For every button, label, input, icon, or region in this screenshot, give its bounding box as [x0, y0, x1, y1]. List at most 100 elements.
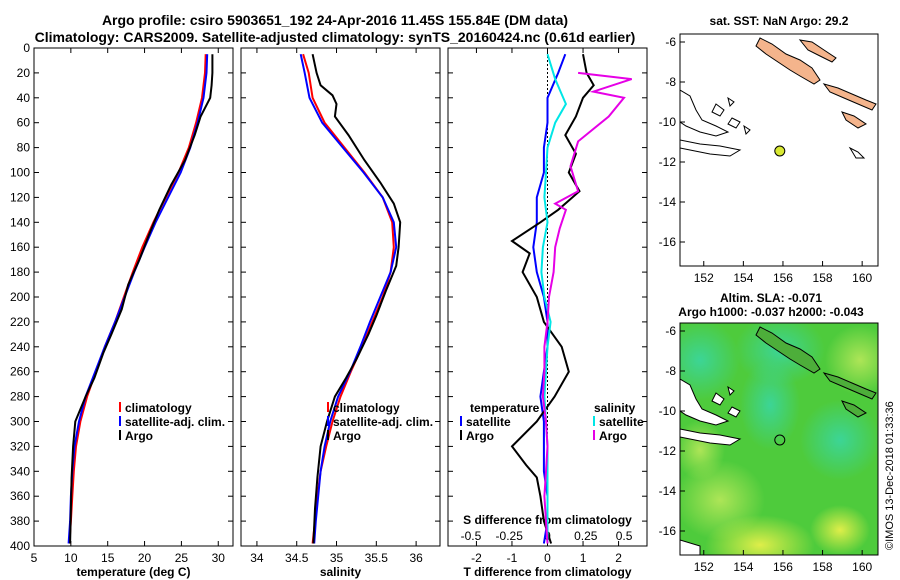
sst-map-land [680, 37, 877, 159]
argo-position-marker [774, 145, 786, 157]
y-tick-label: 180 [10, 265, 30, 279]
y-tick-label: 280 [10, 390, 30, 404]
s-tick-label: 0.5 [616, 529, 633, 543]
y-tick-label: 140 [10, 215, 30, 229]
map-y-tick-label: -16 [659, 524, 677, 538]
series-line [541, 71, 633, 544]
legend-label: climatology [333, 401, 400, 415]
y-tick-label: 360 [10, 489, 30, 503]
sst-map-title: sat. SST: NaN Argo: 29.2 [710, 14, 849, 28]
map-x-tick-label: 158 [813, 560, 833, 574]
sst-map: sat. SST: NaN Argo: 29.2 152 154 156 158 160… [659, 14, 879, 285]
map-x-tick-label: 158 [813, 271, 833, 285]
plot-frame [33, 47, 234, 547]
y-tick-label: 240 [10, 340, 30, 354]
map-y-tick-label: -8 [665, 75, 676, 89]
sla-map-frame [679, 322, 879, 556]
y-tick-label: 300 [10, 415, 30, 429]
x-tick-label: 2 [615, 551, 622, 565]
profile-charts: 0204060801001201401601802002202402602803… [10, 41, 648, 579]
s-tick-label: -0.5 [461, 529, 482, 543]
y-tick-label: 160 [10, 240, 30, 254]
s-tick-label: -0.25 [496, 529, 524, 543]
y-tick-label: 340 [10, 464, 30, 478]
y-tick-label: 400 [10, 539, 30, 553]
y-tick-label: 100 [10, 166, 30, 180]
map-y-tick-label: -14 [659, 195, 677, 209]
x-tick-label: 25 [175, 551, 189, 565]
y-tick-label: 320 [10, 439, 30, 453]
x-axis-label: T difference from climatology [463, 565, 631, 579]
x-tick-label: 20 [138, 551, 152, 565]
chart-temperature: 0 20 40 60 80 100 120 140 160 180 200 220 240 260 280 3… [10, 41, 234, 579]
sst-map-ticks: 152 154 156 158 160 -6 -8 -10 -12 -14 -16 [659, 35, 873, 285]
legend-label: satellite-adj. clim. [333, 415, 433, 429]
x-axis-label: salinity [320, 565, 362, 579]
map-x-tick-label: 160 [852, 560, 872, 574]
y-tick-label: 40 [17, 91, 31, 105]
map-y-tick-label: -6 [665, 35, 676, 49]
chart-title-line2: Climatology: CARS2009. Satellite-adjuste… [34, 29, 636, 45]
series-line [299, 53, 398, 544]
argo-position-marker-sla [774, 434, 786, 446]
legend-label: Argo [599, 429, 627, 443]
legend-title: temperature [470, 401, 540, 415]
map-y-tick-label: -10 [659, 115, 677, 129]
x-tick-label: 36 [409, 551, 423, 565]
legend-label: Argo [125, 429, 153, 443]
y-tick-label: 200 [10, 290, 30, 304]
map-y-tick-label: -16 [659, 235, 677, 249]
sla-map-title-line2: Argo h1000: -0.037 h2000: -0.043 [678, 305, 864, 319]
map-x-tick-label: 160 [852, 271, 872, 285]
map-y-tick-label: -6 [665, 324, 676, 338]
map-x-tick-label: 156 [773, 560, 793, 574]
map-y-tick-label: -12 [659, 155, 677, 169]
legend-label: satellite [466, 415, 511, 429]
x-axis-label: temperature (deg C) [76, 565, 190, 579]
y-tick-label: 0 [23, 41, 30, 55]
x-tick-label: 35 [330, 551, 344, 565]
chart-title-line1: Argo profile: csiro 5903651_192 24-Apr-2… [101, 12, 569, 28]
x-tick-label: 1 [580, 551, 587, 565]
legend-label: Argo [333, 429, 361, 443]
x-tick-label: 30 [212, 551, 226, 565]
sla-map-field [680, 323, 878, 555]
y-tick-label: 380 [10, 514, 30, 528]
map-x-tick-label: 152 [694, 560, 714, 574]
map-y-tick-label: -14 [659, 484, 677, 498]
x-tick-label: 10 [64, 551, 78, 565]
x-tick-label: 34.5 [285, 551, 309, 565]
legend-label: climatology [125, 401, 192, 415]
sla-map-ticks: 152 154 156 158 160 -6 -8 -10 -12 -14 -16 [659, 324, 873, 574]
map-x-tick-label: 154 [733, 560, 753, 574]
legend-label: satellite [599, 415, 644, 429]
x-tick-label: 0 [544, 551, 551, 565]
map-y-tick-label: -8 [665, 364, 676, 378]
sla-map: Altim. SLA: -0.071 Argo h1000: -0.037 h2… [659, 291, 879, 574]
legend-title: salinity [594, 401, 636, 415]
y-tick-label: 220 [10, 315, 30, 329]
map-x-tick-label: 156 [773, 271, 793, 285]
legend-label: Argo [466, 429, 494, 443]
series-line [69, 54, 214, 544]
y-tick-label: 60 [17, 116, 31, 130]
x-tick-label: 35.5 [365, 551, 389, 565]
y-tick-label: 260 [10, 365, 30, 379]
x-tick-label: -1 [507, 551, 518, 565]
chart-salinity: 34 34.5 35 35.5 36 salinity climatologysatelli… [240, 47, 441, 579]
sla-map-title-line1: Altim. SLA: -0.071 [720, 291, 822, 305]
map-x-tick-label: 154 [733, 271, 753, 285]
series-line [510, 54, 595, 544]
y-tick-label: 80 [17, 141, 31, 155]
map-y-tick-label: -10 [659, 404, 677, 418]
s-tick-label: 0.25 [574, 529, 598, 543]
map-y-tick-label: -12 [659, 444, 677, 458]
x-tick-label: 15 [101, 551, 115, 565]
map-x-tick-label: 152 [694, 271, 714, 285]
y-tick-label: 20 [17, 66, 31, 80]
legend-label: satellite-adj. clim. [125, 415, 225, 429]
credit-text: ©IMOS 13-Dec-2018 01:33:36 [884, 401, 896, 550]
chart-differences: -2 -1 0 1 2T difference from climatology -0.5… [447, 47, 648, 579]
x-tick-label: -2 [471, 551, 482, 565]
